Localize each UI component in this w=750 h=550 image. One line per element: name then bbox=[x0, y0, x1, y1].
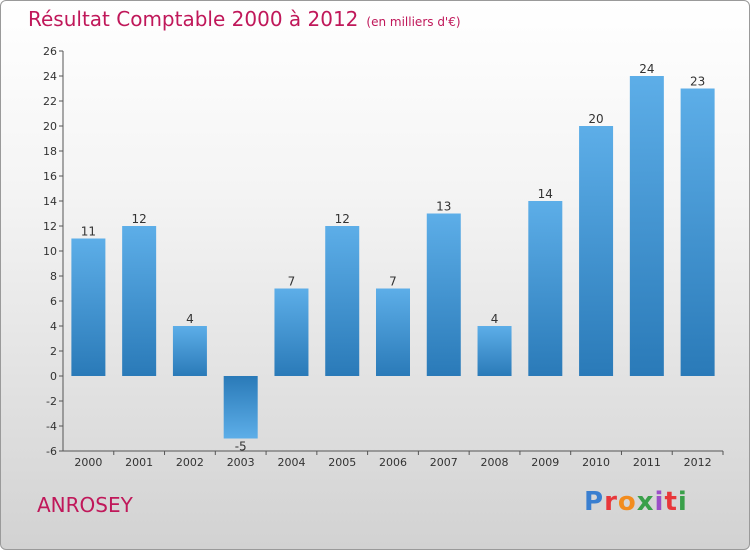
y-tick-label: 18 bbox=[43, 145, 57, 158]
chart-bars bbox=[71, 76, 715, 439]
place-name: ANROSEY bbox=[37, 493, 133, 517]
x-tick-label: 2003 bbox=[227, 456, 255, 469]
x-tick-label: 2009 bbox=[531, 456, 559, 469]
y-tick-label: -6 bbox=[46, 445, 57, 458]
logo-letter: r bbox=[604, 487, 618, 517]
data-label-2001: 12 bbox=[132, 212, 147, 226]
x-tick-label: 2010 bbox=[582, 456, 610, 469]
chart-subtitle: (en milliers d'€) bbox=[366, 15, 461, 29]
bar-2010 bbox=[579, 126, 614, 376]
y-tick-label: 0 bbox=[50, 370, 57, 383]
data-label-2007: 13 bbox=[436, 200, 451, 214]
y-tick-label: 16 bbox=[43, 170, 57, 183]
y-tick-label: 12 bbox=[43, 220, 57, 233]
x-tick-label: 2002 bbox=[176, 456, 204, 469]
data-label-2005: 12 bbox=[335, 212, 350, 226]
chart-title: Résultat Comptable 2000 à 2012 bbox=[28, 7, 359, 31]
x-tick-label: 2007 bbox=[430, 456, 458, 469]
data-label-2009: 14 bbox=[538, 187, 553, 201]
data-label-2002: 4 bbox=[186, 312, 194, 326]
y-tick-label: 8 bbox=[50, 270, 57, 283]
x-tick-label: 2006 bbox=[379, 456, 407, 469]
bar-2001 bbox=[122, 226, 157, 376]
y-tick-label: -4 bbox=[46, 420, 57, 433]
logo-letter: o bbox=[617, 487, 637, 517]
data-label-2011: 24 bbox=[639, 62, 654, 76]
y-tick-label: 22 bbox=[43, 95, 57, 108]
y-tick-label: 2 bbox=[50, 345, 57, 358]
data-label-2004: 7 bbox=[288, 275, 296, 289]
y-tick-label: -2 bbox=[46, 395, 57, 408]
bar-2011 bbox=[629, 76, 664, 376]
bar-2006 bbox=[376, 288, 410, 376]
logo-letter: x bbox=[636, 487, 655, 517]
proxiti-logo: Proxiti bbox=[584, 487, 688, 517]
logo-letter: P bbox=[584, 487, 605, 517]
logo-letter: i bbox=[654, 487, 665, 517]
y-tick-label: 4 bbox=[50, 320, 57, 333]
data-label-2010: 20 bbox=[588, 112, 603, 126]
chart-data-labels: 11 12 4 -5 7 12 7 13 4 14 20 24 23 bbox=[81, 62, 706, 454]
data-label-2006: 7 bbox=[389, 275, 397, 289]
y-tick-label: 26 bbox=[43, 45, 57, 58]
y-tick-label: 10 bbox=[43, 245, 57, 258]
chart-title-block: Résultat Comptable 2000 à 2012 (en millie… bbox=[28, 7, 461, 31]
y-tick-label: 20 bbox=[43, 120, 57, 133]
bar-2000 bbox=[71, 238, 106, 376]
y-tick-label: 14 bbox=[43, 195, 57, 208]
data-label-2000: 11 bbox=[81, 225, 96, 239]
x-tick-label: 2004 bbox=[277, 456, 305, 469]
bar-2003 bbox=[223, 376, 258, 439]
x-tick-label: 2012 bbox=[684, 456, 712, 469]
y-tick-label: 24 bbox=[43, 70, 57, 83]
x-tick-label: 2008 bbox=[481, 456, 509, 469]
data-label-2012: 23 bbox=[690, 75, 705, 89]
logo-letter: i bbox=[677, 487, 688, 517]
bar-2007 bbox=[426, 213, 461, 376]
bar-2009 bbox=[528, 201, 563, 376]
x-tick-label: 2011 bbox=[633, 456, 661, 469]
x-tick-label: 2000 bbox=[74, 456, 102, 469]
x-tick-label: 2005 bbox=[328, 456, 356, 469]
data-label-2003: -5 bbox=[235, 440, 247, 454]
bar-2012 bbox=[680, 88, 715, 376]
x-tick-label: 2001 bbox=[125, 456, 153, 469]
data-label-2008: 4 bbox=[491, 312, 499, 326]
bar-2004 bbox=[274, 288, 309, 376]
bar-2008 bbox=[477, 326, 512, 376]
bar-2005 bbox=[325, 226, 360, 376]
bar-2002 bbox=[172, 326, 207, 376]
logo-letter: t bbox=[664, 487, 678, 517]
y-tick-label: 6 bbox=[50, 295, 57, 308]
